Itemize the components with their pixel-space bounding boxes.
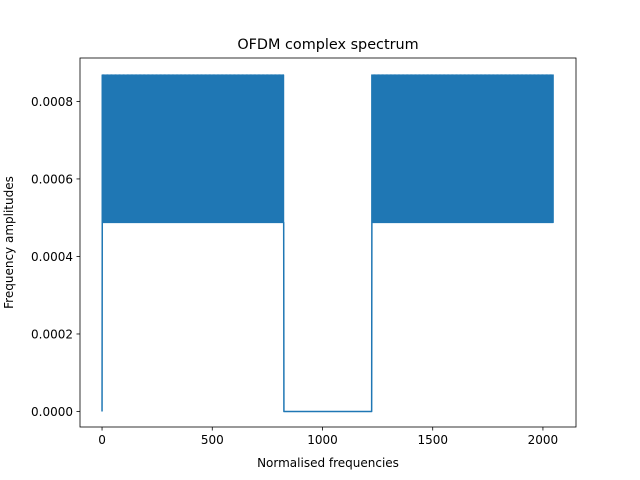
x-tick-label: 2000: [528, 433, 559, 447]
x-tick-label: 0: [98, 433, 106, 447]
x-tick-label: 1000: [307, 433, 338, 447]
y-axis-label: Frequency amplitudes: [2, 176, 16, 309]
y-axis-ticks: 0.0000 0.0002 0.0004 0.0006 0.0008: [31, 95, 80, 419]
y-tick-label: 0.0004: [31, 250, 73, 264]
chart-title: OFDM complex spectrum: [237, 37, 418, 53]
x-axis-ticks: 0 500 1000 1500 2000: [98, 427, 558, 447]
x-tick-label: 500: [201, 433, 224, 447]
y-tick-label: 0.0008: [31, 95, 73, 109]
y-tick-label: 0.0002: [31, 327, 73, 341]
axes-frame: [79, 57, 577, 428]
y-tick-label: 0.0006: [31, 172, 73, 186]
series-line: [101, 74, 554, 413]
x-axis-label: Normalised frequencies: [257, 456, 399, 470]
plot-area: [101, 74, 554, 413]
x-tick-label: 1500: [417, 433, 448, 447]
y-tick-label: 0.0000: [31, 405, 73, 419]
